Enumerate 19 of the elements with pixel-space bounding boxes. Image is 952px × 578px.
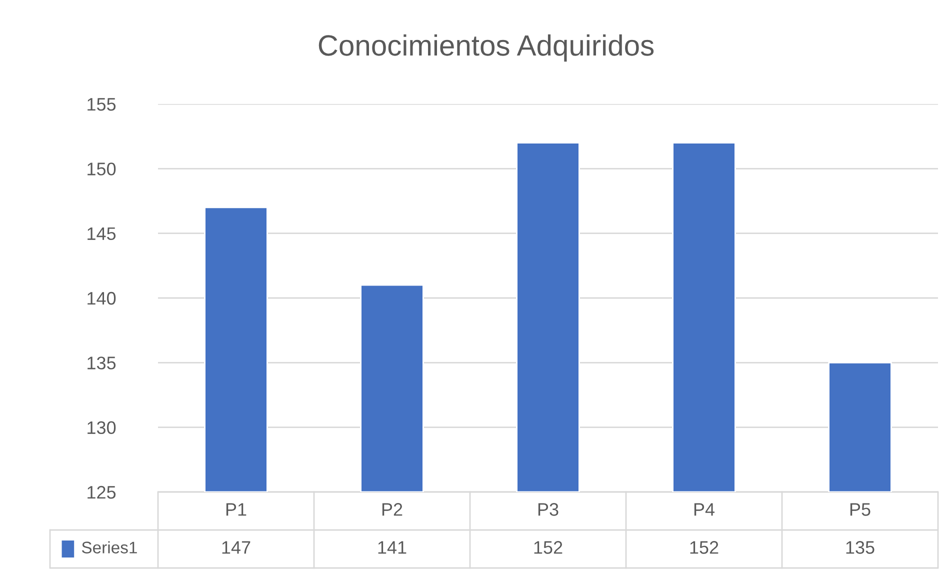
y-tick-label: 135 [88,356,116,370]
data-label: 141 [378,541,406,554]
data-label: 147 [222,541,250,554]
legend-label: Series1 [82,541,137,554]
chart-title: Conocimientos Adquiridos [318,34,654,62]
y-tick-label: 145 [88,227,116,240]
x-tick-label: P3 [538,503,558,516]
y-tick-label: 130 [88,421,116,434]
y-tick-label: 140 [88,292,116,305]
x-tick-label: P5 [850,503,870,516]
data-label: 135 [846,541,874,554]
y-tick-label: 125 [88,486,116,499]
y-tick-label: 155 [88,98,116,111]
data-label: 152 [690,541,718,554]
data-label: 152 [534,541,562,554]
y-tick-label: 150 [88,162,116,176]
x-tick-label: P2 [382,503,402,516]
x-tick-label: P1 [226,503,246,516]
x-tick-label: P4 [694,503,715,516]
